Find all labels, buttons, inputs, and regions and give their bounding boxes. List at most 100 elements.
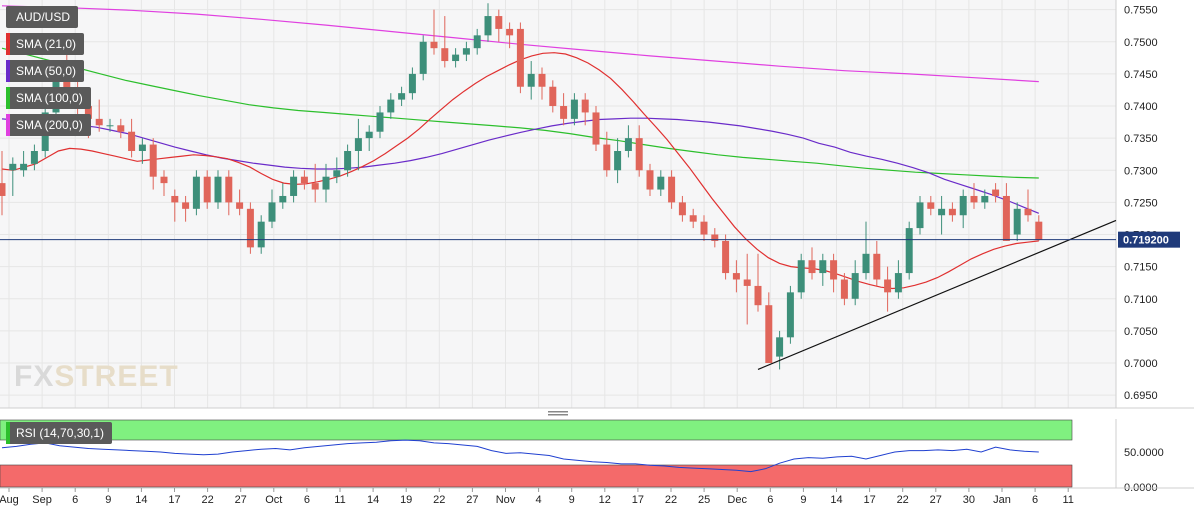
- y-tick-label: 0.7150: [1124, 262, 1158, 274]
- y-tick-label: 0.7000: [1124, 358, 1158, 370]
- sma21-legend[interactable]: SMA (21,0): [6, 33, 85, 55]
- x-tick-label: 11: [334, 494, 345, 506]
- candle-down: [754, 285, 762, 306]
- candle-down: [884, 279, 892, 293]
- x-tick-label: Aug: [0, 494, 19, 506]
- candle-up: [279, 195, 287, 203]
- y-tick-label: 0.7100: [1124, 294, 1158, 306]
- x-tick-label: 11: [1062, 494, 1073, 506]
- candle-down: [646, 170, 654, 190]
- candle-up: [657, 176, 665, 190]
- y-tick-label: 0.7050: [1124, 326, 1158, 338]
- candle-up: [786, 292, 794, 338]
- x-tick-label: 22: [201, 494, 213, 506]
- x-tick-label: 17: [168, 494, 180, 506]
- candle-up: [894, 273, 902, 293]
- candle-down: [689, 215, 697, 222]
- candle-down: [830, 260, 838, 280]
- candle-up: [527, 73, 535, 87]
- x-tick-label: 22: [665, 494, 677, 506]
- candle-down: [603, 144, 611, 171]
- candle-up: [905, 228, 913, 274]
- y-tick-label: 0.6950: [1124, 390, 1158, 402]
- candle-down: [171, 195, 179, 203]
- candle-down: [63, 80, 71, 94]
- candle-down: [711, 234, 719, 241]
- candle-down: [560, 106, 568, 119]
- sma50-legend[interactable]: SMA (50,0): [6, 60, 85, 82]
- x-tick-label: 22: [897, 494, 909, 506]
- x-tick-label: 30: [963, 494, 975, 506]
- x-tick-label: 22: [433, 494, 445, 506]
- sma100-line: [1, 47, 1039, 179]
- candle-up: [624, 138, 632, 151]
- last-price-label: 0.719200: [1123, 235, 1169, 247]
- candle-up: [851, 273, 859, 299]
- candle-up: [452, 54, 460, 62]
- candle-down: [581, 99, 589, 113]
- candle-down: [300, 176, 308, 184]
- rsi-oversold-zone: [0, 464, 1073, 488]
- last-price-tag: [1118, 231, 1180, 248]
- candle-up: [106, 125, 114, 127]
- candle-up: [268, 202, 276, 222]
- sma50-line: [1, 117, 1040, 214]
- candle-down: [700, 221, 708, 235]
- x-tick-label: 27: [235, 494, 247, 506]
- x-tick-label: 27: [466, 494, 478, 506]
- candle-down: [128, 131, 136, 151]
- y-tick-label: 0.7350: [1124, 133, 1158, 145]
- sma21-swatch: [6, 33, 10, 55]
- sma200-legend[interactable]: SMA (200,0): [6, 114, 91, 136]
- candle-down: [635, 138, 643, 171]
- plot-background: [0, 0, 1116, 408]
- candle-up: [365, 131, 373, 139]
- candle-down: [311, 183, 319, 190]
- candle-up: [30, 150, 38, 164]
- rsi-legend[interactable]: RSI (14,70,30,1): [6, 422, 113, 444]
- candle-up: [419, 41, 427, 74]
- candle-up: [570, 99, 578, 119]
- sma100-swatch: [6, 87, 10, 109]
- candle-down: [236, 202, 244, 209]
- x-tick-label: 6: [304, 494, 310, 506]
- sma200-swatch: [6, 114, 10, 136]
- y-tick-label: 0.7300: [1124, 165, 1158, 177]
- candle-up: [776, 337, 784, 357]
- y-tick-label: 0.7550: [1124, 5, 1158, 17]
- candle-up: [387, 99, 395, 113]
- rsi-tick-label: 50.0000: [1124, 447, 1164, 459]
- candle-up: [408, 73, 416, 94]
- x-tick-label: Oct: [265, 494, 282, 506]
- y-tick-label: 0.7450: [1124, 69, 1158, 81]
- candle-up: [322, 176, 330, 190]
- resize-handle-bar: [548, 411, 568, 413]
- candle-up: [959, 195, 967, 216]
- sma50-swatch: [6, 60, 10, 82]
- candle-down: [808, 260, 816, 274]
- candle-up: [1013, 208, 1021, 235]
- candle-up: [797, 260, 805, 293]
- sma100-legend[interactable]: SMA (100,0): [6, 87, 91, 109]
- candle-up: [333, 170, 341, 177]
- candle-down: [84, 106, 92, 119]
- x-tick-label: 9: [105, 494, 111, 506]
- candle-down: [668, 176, 676, 203]
- candle-down: [873, 253, 881, 280]
- candle-down: [246, 208, 254, 248]
- candle-down: [592, 112, 600, 145]
- candle-down: [0, 183, 6, 196]
- candle-up: [819, 260, 827, 274]
- x-tick-label: 14: [830, 494, 842, 506]
- candle-down: [1035, 221, 1043, 240]
- candle-up: [398, 93, 406, 100]
- support-trendline: [757, 219, 1117, 371]
- candle-down: [516, 28, 524, 87]
- candle-down: [225, 176, 233, 203]
- candle-down: [722, 240, 730, 274]
- x-tick-label: 27: [930, 494, 942, 506]
- candle-up: [862, 253, 870, 274]
- x-tick-label: 9: [569, 494, 575, 506]
- candle-down: [182, 202, 190, 209]
